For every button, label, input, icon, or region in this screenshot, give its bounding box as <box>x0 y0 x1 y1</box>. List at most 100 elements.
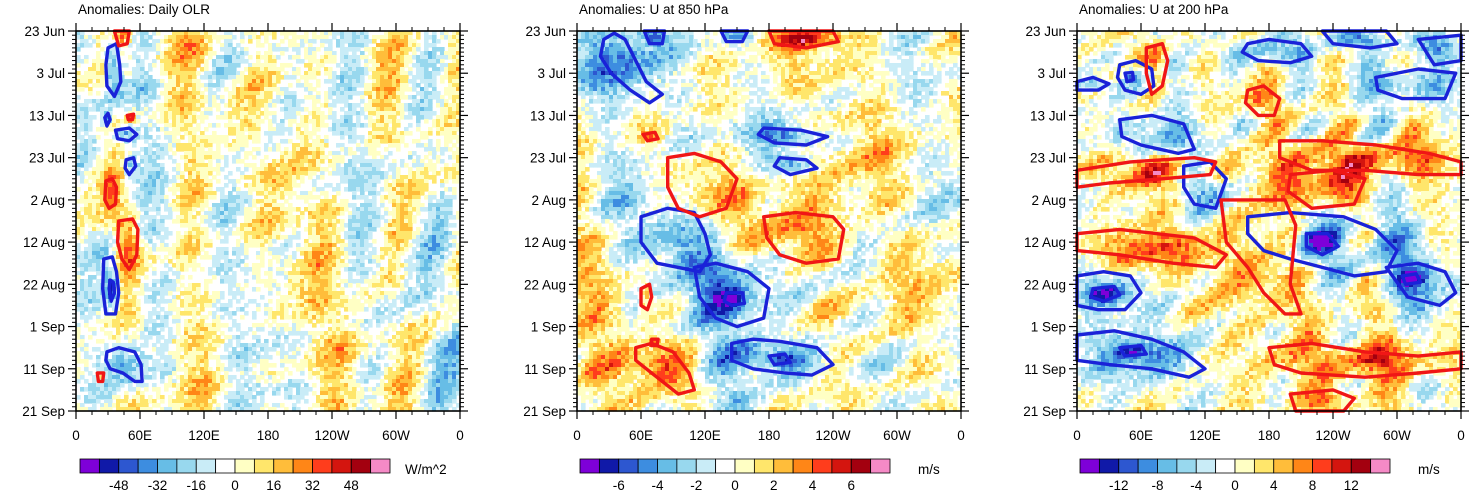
y-tick-label: 12 Aug <box>524 235 566 250</box>
contour-blue-15 <box>1373 67 1458 101</box>
contour-blue-6 <box>104 346 144 384</box>
panel-title: Anomalies: U at 850 hPa <box>579 2 729 17</box>
x-tick-label: 60E <box>629 428 653 443</box>
y-tick-label: 12 Aug <box>1024 235 1066 250</box>
x-tick-label: 60E <box>128 428 152 443</box>
colorbar-swatch <box>118 458 139 474</box>
colorbar-swatch <box>657 458 678 474</box>
colorbar-swatch <box>773 458 794 474</box>
contour-red-18 <box>1243 84 1282 118</box>
y-tick-label: 1 Sep <box>1031 320 1066 335</box>
colorbar-swatch <box>370 458 391 474</box>
contour-red-17 <box>1144 42 1170 97</box>
contour-blue-13 <box>1240 37 1314 65</box>
colorbar-label: -48 <box>109 478 129 493</box>
colorbar-swatch <box>312 458 333 474</box>
y-tick-label: 23 Jul <box>1030 151 1066 166</box>
contour-red-8 <box>115 217 140 272</box>
colorbar-swatch <box>137 458 158 474</box>
colorbar-swatch <box>1273 458 1294 474</box>
x-tick-label: 0 <box>957 428 965 443</box>
heatmap-cells <box>76 31 461 412</box>
contour-red-22 <box>1075 227 1229 270</box>
colorbar-swatch <box>792 458 813 474</box>
colorbar-swatch <box>176 458 197 474</box>
colorbar-swatch <box>1157 458 1178 474</box>
y-tick-label: 13 Jul <box>1030 108 1066 123</box>
y-tick-label: 23 Jul <box>530 151 566 166</box>
contour-red-12 <box>762 210 846 265</box>
colorbar-swatch <box>637 458 658 474</box>
colorbar-swatch <box>831 458 852 474</box>
colorbar-label: 6 <box>847 478 855 493</box>
colorbar-swatch <box>234 458 255 474</box>
colorbar-swatch <box>850 458 872 474</box>
colorbar-swatch <box>579 458 600 474</box>
contour-red-14 <box>634 341 696 396</box>
colorbar-swatch <box>695 458 717 474</box>
contour-blue-5 <box>1245 210 1399 278</box>
colorbar-label: 0 <box>231 478 239 493</box>
panel-title: Anomalies: Daily OLR <box>78 2 210 17</box>
x-tick-label: 60E <box>1129 428 1153 443</box>
y-tick-label: 2 Aug <box>1031 193 1066 208</box>
y-tick-label: 23 Jun <box>525 24 566 39</box>
contour-blue-7 <box>1075 270 1143 312</box>
y-tick-label: 3 Jul <box>537 66 566 81</box>
contour-blue-10 <box>1117 343 1149 358</box>
x-tick-label: 120E <box>689 428 721 443</box>
y-tick-label: 11 Sep <box>23 362 65 377</box>
x-tick-label: 0 <box>1457 428 1465 443</box>
contour-red-10 <box>641 130 660 143</box>
x-tick-label: 0 <box>573 428 581 443</box>
colorbar-label: 4 <box>809 478 817 493</box>
colorbar-swatch <box>157 458 178 474</box>
colorbar-units: m/s <box>918 462 940 477</box>
colorbar-label: -6 <box>613 478 625 493</box>
y-tick-label: 21 Sep <box>22 404 65 419</box>
contour-blue-5 <box>107 278 117 303</box>
colorbar-swatch <box>598 458 620 474</box>
x-tick-label: 180 <box>758 428 781 443</box>
y-tick-label: 3 Jul <box>1037 66 1066 81</box>
colorbar-swatch <box>331 458 352 474</box>
y-tick-label: 22 Aug <box>23 277 65 292</box>
x-tick-label: 180 <box>257 428 280 443</box>
colorbar-label: 0 <box>731 478 739 493</box>
y-tick-label: 11 Sep <box>524 362 566 377</box>
colorbar-swatch <box>1118 458 1139 474</box>
colorbar-label: 8 <box>1309 478 1317 493</box>
y-tick-label: 21 Sep <box>523 404 566 419</box>
y-tick-label: 23 Jul <box>29 151 65 166</box>
colorbar-swatch <box>350 458 372 474</box>
colorbar-swatch <box>870 458 891 474</box>
colorbar-swatch <box>1098 458 1120 474</box>
contour-blue-4 <box>100 255 121 316</box>
colorbar-swatch <box>812 458 833 474</box>
colorbar-swatch <box>1253 458 1275 474</box>
x-tick-label: 120W <box>815 428 851 443</box>
x-tick-label: 120W <box>314 428 350 443</box>
colorbar-swatch <box>79 458 100 474</box>
contour-red-10 <box>125 112 136 122</box>
contour-blue-4 <box>772 155 819 177</box>
contour-blue-3 <box>123 155 138 177</box>
colorbar-label: -8 <box>1151 478 1163 493</box>
colorbar-swatch <box>1234 458 1255 474</box>
y-tick-label: 2 Aug <box>30 193 65 208</box>
contour-red-11 <box>95 371 106 384</box>
colorbar-swatch <box>1195 458 1217 474</box>
contour-blue-0 <box>598 31 664 105</box>
colorbar-swatch <box>253 458 275 474</box>
colorbar-swatch <box>1350 458 1372 474</box>
colorbar-swatch <box>1176 458 1197 474</box>
x-tick-label: 180 <box>1258 428 1281 443</box>
x-tick-label: 60W <box>883 428 911 443</box>
y-tick-label: 23 Jun <box>1025 24 1066 39</box>
colorbar-swatch <box>1137 458 1158 474</box>
contour-blue-3 <box>1117 113 1197 156</box>
contour-blue-9 <box>1075 329 1207 379</box>
contour-blue-6 <box>1304 231 1341 257</box>
contour-blue-6 <box>692 261 771 329</box>
